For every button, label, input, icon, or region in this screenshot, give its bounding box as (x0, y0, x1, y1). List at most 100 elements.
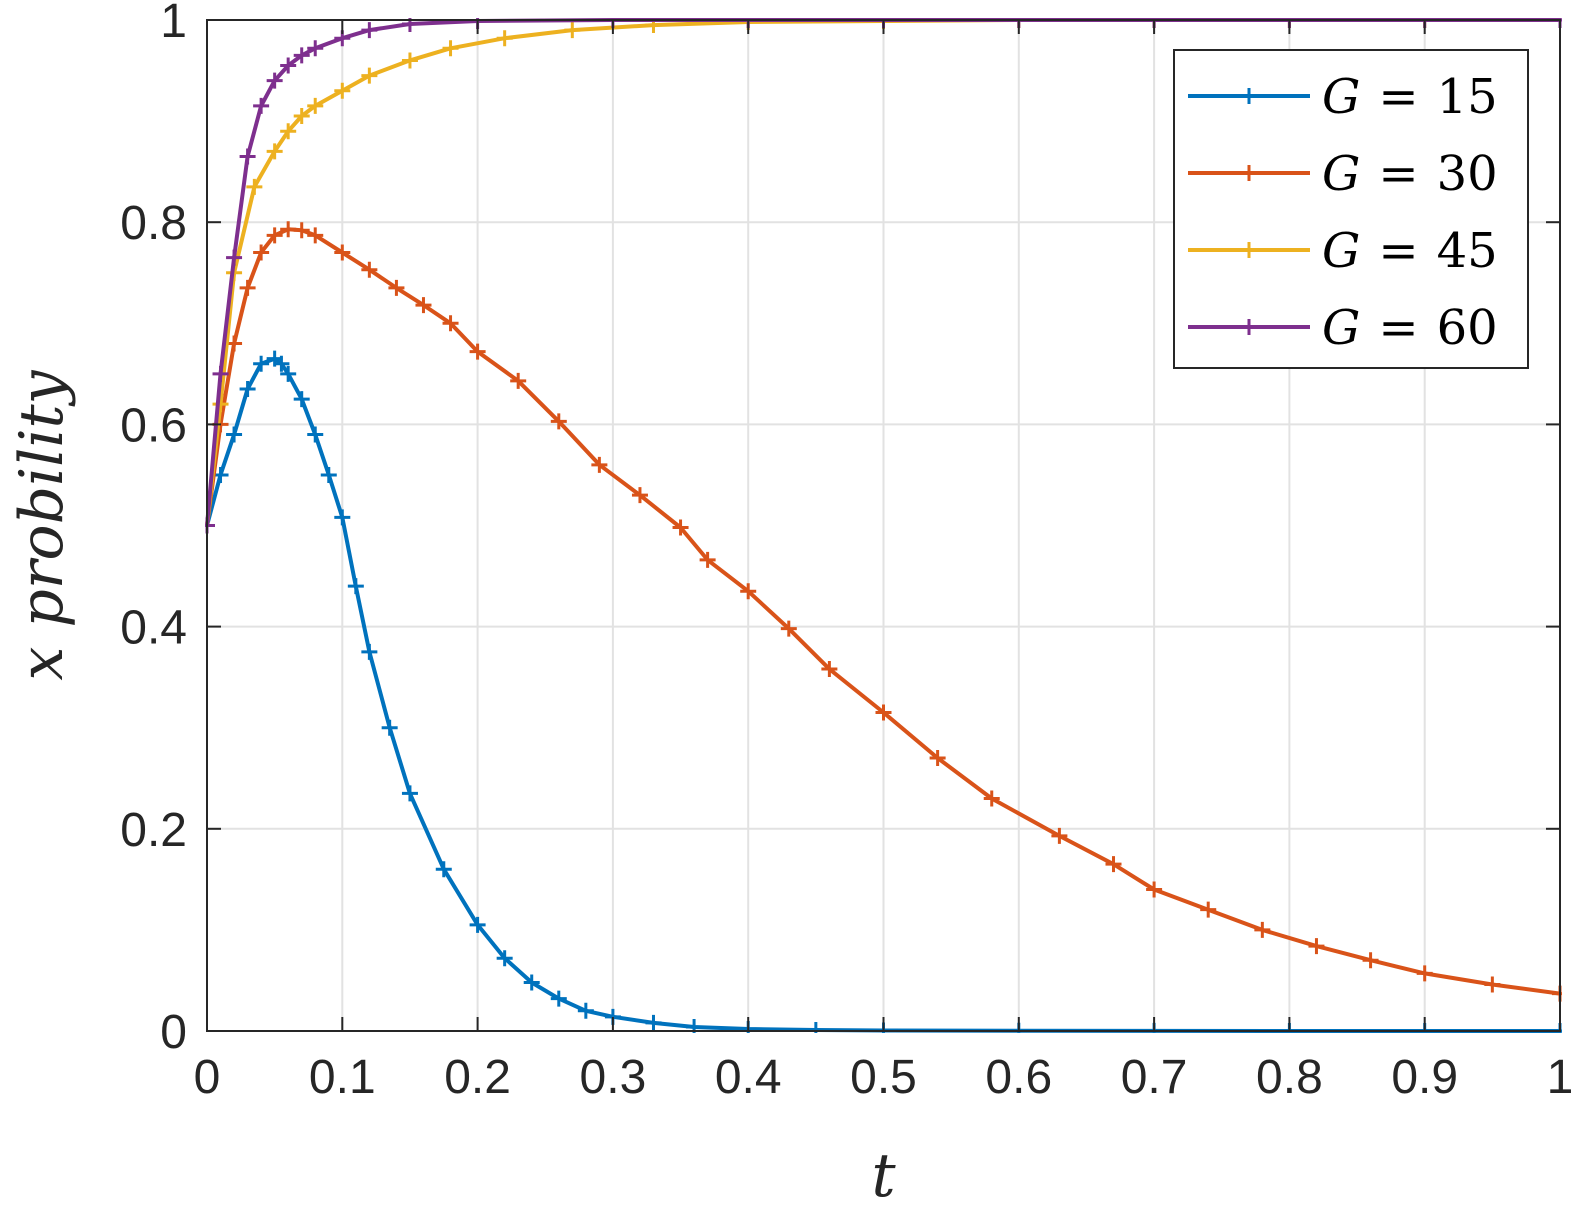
data-point-marker (334, 244, 351, 261)
data-point-marker (645, 1014, 662, 1031)
axis-ticks (206, 19, 1561, 1032)
data-point-marker (253, 244, 270, 261)
legend-label: G = 60 (1322, 300, 1498, 356)
data-point-marker (415, 297, 432, 314)
data-point-marker (401, 18, 418, 33)
data-point-marker (361, 261, 378, 278)
tick-labels: 0 0.1 0.2 0.3 0.4 0.5 0.6 0.7 0.8 0.9 1 0 0.2 0.4 0.6 0… (120, 0, 1571, 1104)
legend-label-equals: = (1378, 300, 1418, 356)
data-point-marker (280, 57, 297, 74)
data-point-marker (239, 381, 256, 398)
x-tick-label: 0.1 (309, 1051, 376, 1104)
data-point-marker (388, 279, 405, 296)
data-point-marker (1200, 901, 1217, 918)
data-point-marker (293, 222, 310, 239)
data-point-marker (1308, 938, 1325, 955)
data-point-marker (496, 950, 513, 967)
data-point-marker (435, 861, 452, 878)
legend-label-equals: = (1378, 146, 1418, 202)
data-point-marker (1105, 856, 1122, 873)
data-point-marker (807, 1021, 824, 1033)
legend-item: G = 45 (1188, 223, 1498, 279)
data-point-marker (1254, 921, 1271, 938)
data-point-marker (212, 365, 229, 382)
y-tick-label: 0 (160, 1006, 187, 1059)
data-point-marker (496, 30, 513, 47)
y-tick-label: 0.2 (120, 804, 187, 857)
data-point-marker (334, 82, 351, 99)
legend-label-equals: = (1378, 223, 1418, 279)
data-point-marker (686, 1018, 703, 1033)
y-tick-label: 1 (160, 0, 187, 48)
data-point-marker (361, 643, 378, 660)
x-tick-label: 0.2 (444, 1051, 511, 1104)
legend-swatch-marker (1241, 88, 1257, 104)
data-point-marker (293, 391, 310, 408)
data-point-marker (875, 704, 892, 721)
legend-swatch-marker (1241, 165, 1257, 181)
data-point-marker (307, 227, 324, 244)
x-tick-label: 0 (194, 1051, 221, 1104)
x-tick-label: 0.7 (1121, 1051, 1188, 1104)
x-axis-label: t (871, 1141, 896, 1206)
x-tick-label: 0.3 (580, 1051, 647, 1104)
data-point-marker (821, 661, 838, 678)
data-point-marker (381, 719, 398, 736)
data-point-marker (550, 413, 567, 430)
data-point-marker (361, 67, 378, 84)
data-point-marker (1416, 965, 1433, 982)
data-point-marker (239, 148, 256, 165)
data-point-marker (212, 396, 229, 413)
data-point-marker (226, 249, 243, 266)
legend-label-value: 45 (1437, 223, 1498, 279)
data-point-marker (780, 620, 797, 637)
y-tick-label: 0.8 (120, 197, 187, 250)
legend-swatch-marker (1241, 319, 1257, 335)
legend: G = 15 G = 30 G = 45 G = 60 (1173, 49, 1529, 369)
x-tick-label: 0.4 (715, 1051, 782, 1104)
legend-label-value: 60 (1437, 300, 1498, 356)
data-point-marker (280, 221, 297, 238)
data-point-marker (1484, 976, 1501, 993)
data-point-marker (631, 487, 648, 504)
legend-label-var: G (1322, 69, 1360, 125)
series-g-30 (205, 221, 1562, 1002)
data-point-marker (401, 785, 418, 802)
data-point-marker (307, 426, 324, 443)
data-point-marker (293, 47, 310, 64)
data-point-marker (334, 509, 351, 526)
legend-swatch-marker (1241, 242, 1257, 258)
data-point-marker (273, 355, 290, 372)
x-tick-label: 0.5 (850, 1051, 917, 1104)
data-point-marker (320, 466, 337, 483)
data-point-marker (293, 108, 310, 125)
data-point-marker (469, 343, 486, 360)
x-tick-label: 1 (1547, 1051, 1571, 1104)
data-point-marker (983, 790, 1000, 807)
data-point-marker (401, 52, 418, 69)
data-point-marker (442, 315, 459, 332)
data-point-marker (307, 97, 324, 114)
data-point-marker (469, 916, 486, 933)
legend-label-var: G (1322, 300, 1360, 356)
data-point-marker (280, 123, 297, 140)
data-point-marker (280, 365, 297, 382)
data-point-marker (510, 372, 527, 389)
data-point-marker (929, 750, 946, 767)
data-point-marker (591, 456, 608, 473)
legend-label-var: G (1322, 146, 1360, 202)
legend-label: G = 45 (1322, 223, 1498, 279)
data-point-marker (1146, 881, 1163, 898)
data-point-marker (266, 72, 283, 89)
data-point-marker (253, 355, 270, 372)
data-point-marker (266, 227, 283, 244)
plot-series (205, 18, 1562, 1033)
data-point-marker (361, 22, 378, 39)
data-point-marker (347, 578, 364, 595)
legend-label-equals: = (1378, 69, 1418, 125)
x-tick-label: 0.9 (1391, 1051, 1458, 1104)
data-point-marker (1051, 827, 1068, 844)
legend-item: G = 60 (1188, 300, 1498, 356)
data-point-marker (246, 178, 263, 195)
y-tick-label: 0.6 (120, 399, 187, 452)
